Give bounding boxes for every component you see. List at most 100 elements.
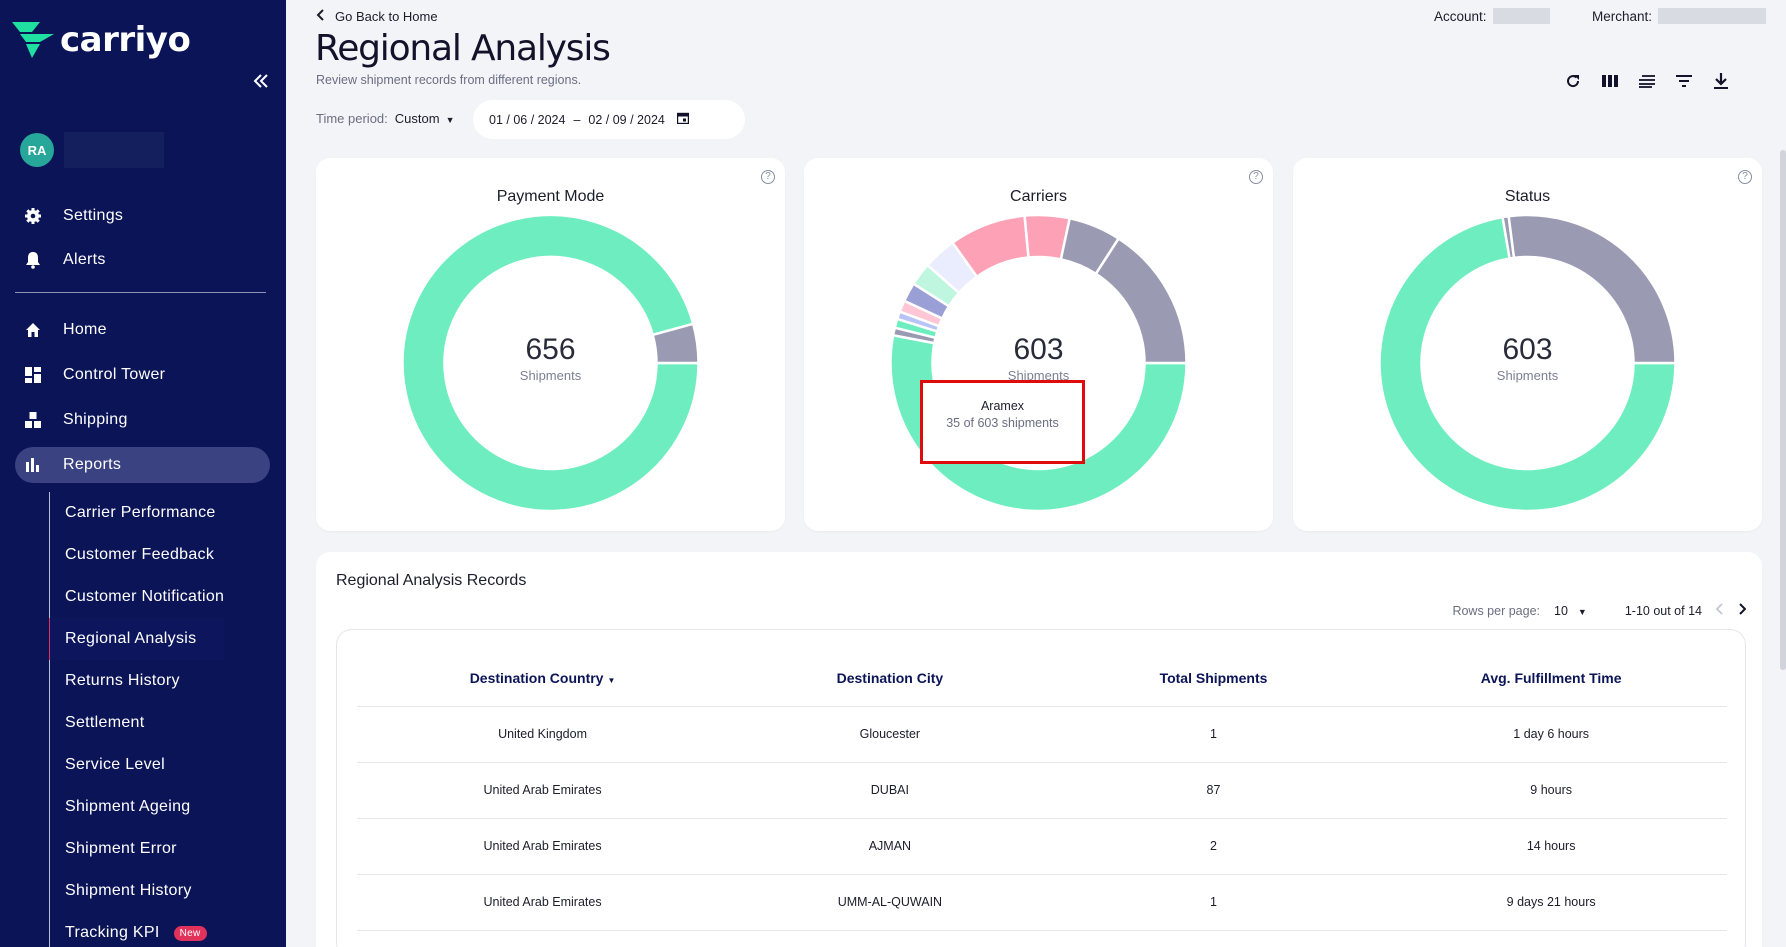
help-icon[interactable]: ? bbox=[1249, 170, 1263, 184]
table-row[interactable]: United Arab Emirates AJMAN 2 14 hours bbox=[357, 818, 1727, 875]
table-row[interactable]: United Arab Emirates UMM-AL-QUWAIN 1 9 d… bbox=[357, 874, 1727, 931]
page-subtitle: Review shipment records from different r… bbox=[316, 73, 582, 87]
reports-subnav: Carrier Performance Customer Feedback Cu… bbox=[49, 492, 225, 947]
records-panel: Regional Analysis Records Rows per page:… bbox=[316, 552, 1762, 947]
subnav-item-service-level[interactable]: Service Level bbox=[49, 744, 224, 786]
nav-label: Home bbox=[63, 321, 107, 338]
boxes-icon bbox=[24, 411, 42, 429]
end-date[interactable]: 02 / 09 / 2024 bbox=[588, 112, 665, 127]
start-date[interactable]: 01 / 06 / 2024 bbox=[489, 112, 566, 127]
cell-city: DUBAI bbox=[728, 762, 1052, 819]
avatar: RA bbox=[20, 133, 54, 167]
chart-tooltip: Aramex 35 of 603 shipments bbox=[920, 380, 1085, 464]
donut-slice[interactable] bbox=[401, 213, 700, 513]
columns-icon[interactable] bbox=[1591, 70, 1628, 92]
refresh-icon[interactable] bbox=[1554, 70, 1591, 92]
user-profile[interactable]: RA bbox=[20, 132, 164, 168]
main-nav: Home Control Tower Shipping Reports bbox=[15, 312, 270, 483]
account-selector[interactable]: Account: bbox=[1434, 8, 1550, 24]
nav-item-shipping[interactable]: Shipping bbox=[15, 402, 270, 438]
donut-slice[interactable] bbox=[1507, 213, 1677, 365]
merchant-selector[interactable]: Merchant: bbox=[1592, 8, 1767, 24]
total-count: 603 bbox=[1013, 333, 1064, 366]
subnav-label: Shipment History bbox=[65, 882, 192, 899]
nav-item-reports[interactable]: Reports bbox=[15, 447, 270, 483]
bar-chart-icon bbox=[24, 456, 42, 474]
nav-item-alerts[interactable]: Alerts bbox=[15, 242, 270, 278]
grid-icon bbox=[24, 366, 42, 384]
subnav-label: Regional Analysis bbox=[65, 630, 197, 647]
subnav-item-shipment-ageing[interactable]: Shipment Ageing bbox=[49, 786, 224, 828]
subnav-label: Service Level bbox=[65, 756, 165, 773]
cell-avg-time: 14 hours bbox=[1375, 818, 1727, 875]
subnav-item-tracking-kpi[interactable]: Tracking KPI New bbox=[49, 912, 224, 947]
download-icon[interactable] bbox=[1702, 70, 1739, 92]
column-header-total-shipments[interactable]: Total Shipments bbox=[1051, 650, 1376, 707]
subnav-label: Tracking KPI bbox=[65, 924, 160, 941]
nav-item-control-tower[interactable]: Control Tower bbox=[15, 357, 270, 393]
cell-country: United Kingdom bbox=[357, 706, 729, 763]
sort-down-icon: ▼ bbox=[607, 675, 616, 685]
cell-city: UMM-AL-QUWAIN bbox=[728, 874, 1052, 931]
cell-total: 1 bbox=[1051, 874, 1376, 931]
column-label: Destination Country bbox=[469, 669, 604, 686]
card-title: Payment Mode bbox=[496, 188, 605, 205]
donut-slice[interactable] bbox=[1094, 236, 1188, 365]
time-period-label: Time period: bbox=[316, 111, 388, 126]
caret-down-icon: ▼ bbox=[445, 115, 455, 125]
calendar-icon[interactable] bbox=[676, 112, 690, 127]
subnav-item-returns-history[interactable]: Returns History bbox=[49, 660, 224, 702]
help-icon[interactable]: ? bbox=[761, 170, 775, 184]
back-link[interactable]: Go Back to Home bbox=[316, 8, 438, 24]
filter-icon[interactable] bbox=[1665, 70, 1702, 92]
nav-label: Reports bbox=[63, 456, 122, 473]
donut-slice[interactable] bbox=[651, 322, 700, 365]
table-row[interactable]: United Arab Emirates DUBAI 87 9 hours bbox=[357, 762, 1727, 819]
subnav-item-regional-analysis[interactable]: Regional Analysis bbox=[49, 618, 225, 660]
subnav-item-customer-notification[interactable]: Customer Notification bbox=[49, 576, 224, 618]
donut-slice[interactable] bbox=[1378, 215, 1677, 513]
column-header-avg-fulfillment[interactable]: Avg. Fulfillment Time bbox=[1375, 650, 1727, 707]
total-unit: Shipments bbox=[1007, 368, 1070, 383]
help-icon[interactable]: ? bbox=[1738, 170, 1752, 184]
card-title: Carriers bbox=[1010, 188, 1067, 205]
cell-total: 2 bbox=[1051, 818, 1376, 875]
rows-per-page-select[interactable]: 10 ▼ bbox=[1554, 604, 1587, 618]
nav-label: Shipping bbox=[63, 411, 128, 428]
density-icon[interactable] bbox=[1628, 70, 1665, 92]
time-period-select[interactable]: Custom ▼ bbox=[395, 111, 455, 126]
subnav-item-shipment-history[interactable]: Shipment History bbox=[49, 870, 224, 912]
table-row[interactable]: United Kingdom Gloucester 1 1 day 6 hour… bbox=[357, 706, 1727, 763]
date-separator: – bbox=[573, 112, 581, 127]
back-label: Go Back to Home bbox=[335, 8, 438, 24]
column-header-destination-country[interactable]: Destination Country ▼ bbox=[357, 650, 729, 707]
subnav-label: Returns History bbox=[65, 672, 180, 689]
time-period-filter: Time period: Custom ▼ bbox=[316, 111, 455, 126]
cell-total: 1 bbox=[1051, 706, 1376, 763]
prev-page-icon[interactable] bbox=[1715, 602, 1724, 619]
subnav-item-shipment-error[interactable]: Shipment Error bbox=[49, 828, 224, 870]
subnav-item-carrier-performance[interactable]: Carrier Performance bbox=[49, 492, 224, 534]
subnav-item-settlement[interactable]: Settlement bbox=[49, 702, 224, 744]
next-page-icon[interactable] bbox=[1738, 602, 1747, 619]
card-title: Status bbox=[1504, 188, 1551, 205]
carriers-donut bbox=[889, 213, 1188, 513]
sidebar: carriyo RA Settings Alerts Home bbox=[0, 0, 286, 947]
home-icon bbox=[24, 321, 42, 339]
carriyo-logo-icon bbox=[12, 22, 54, 58]
column-header-destination-city[interactable]: Destination City bbox=[728, 650, 1052, 707]
account-value-redacted bbox=[1492, 8, 1550, 24]
page-scrollbar[interactable] bbox=[1780, 150, 1786, 670]
nav-item-settings[interactable]: Settings bbox=[15, 198, 270, 234]
records-table-container: Destination Country ▼ Destination City To… bbox=[336, 629, 1746, 947]
subnav-label: Customer Notification bbox=[65, 588, 225, 605]
double-chevron-left-icon[interactable] bbox=[250, 70, 272, 92]
user-name-redacted bbox=[64, 132, 164, 168]
cell-city: Gloucester bbox=[728, 706, 1052, 763]
nav-item-home[interactable]: Home bbox=[15, 312, 270, 348]
date-range-picker[interactable]: 01 / 06 / 2024 – 02 / 09 / 2024 bbox=[473, 100, 745, 139]
page-range: 1-10 out of 14 bbox=[1624, 603, 1702, 618]
toolbar bbox=[1554, 70, 1739, 92]
subnav-item-customer-feedback[interactable]: Customer Feedback bbox=[49, 534, 224, 576]
brand-name: carriyo bbox=[60, 20, 191, 60]
